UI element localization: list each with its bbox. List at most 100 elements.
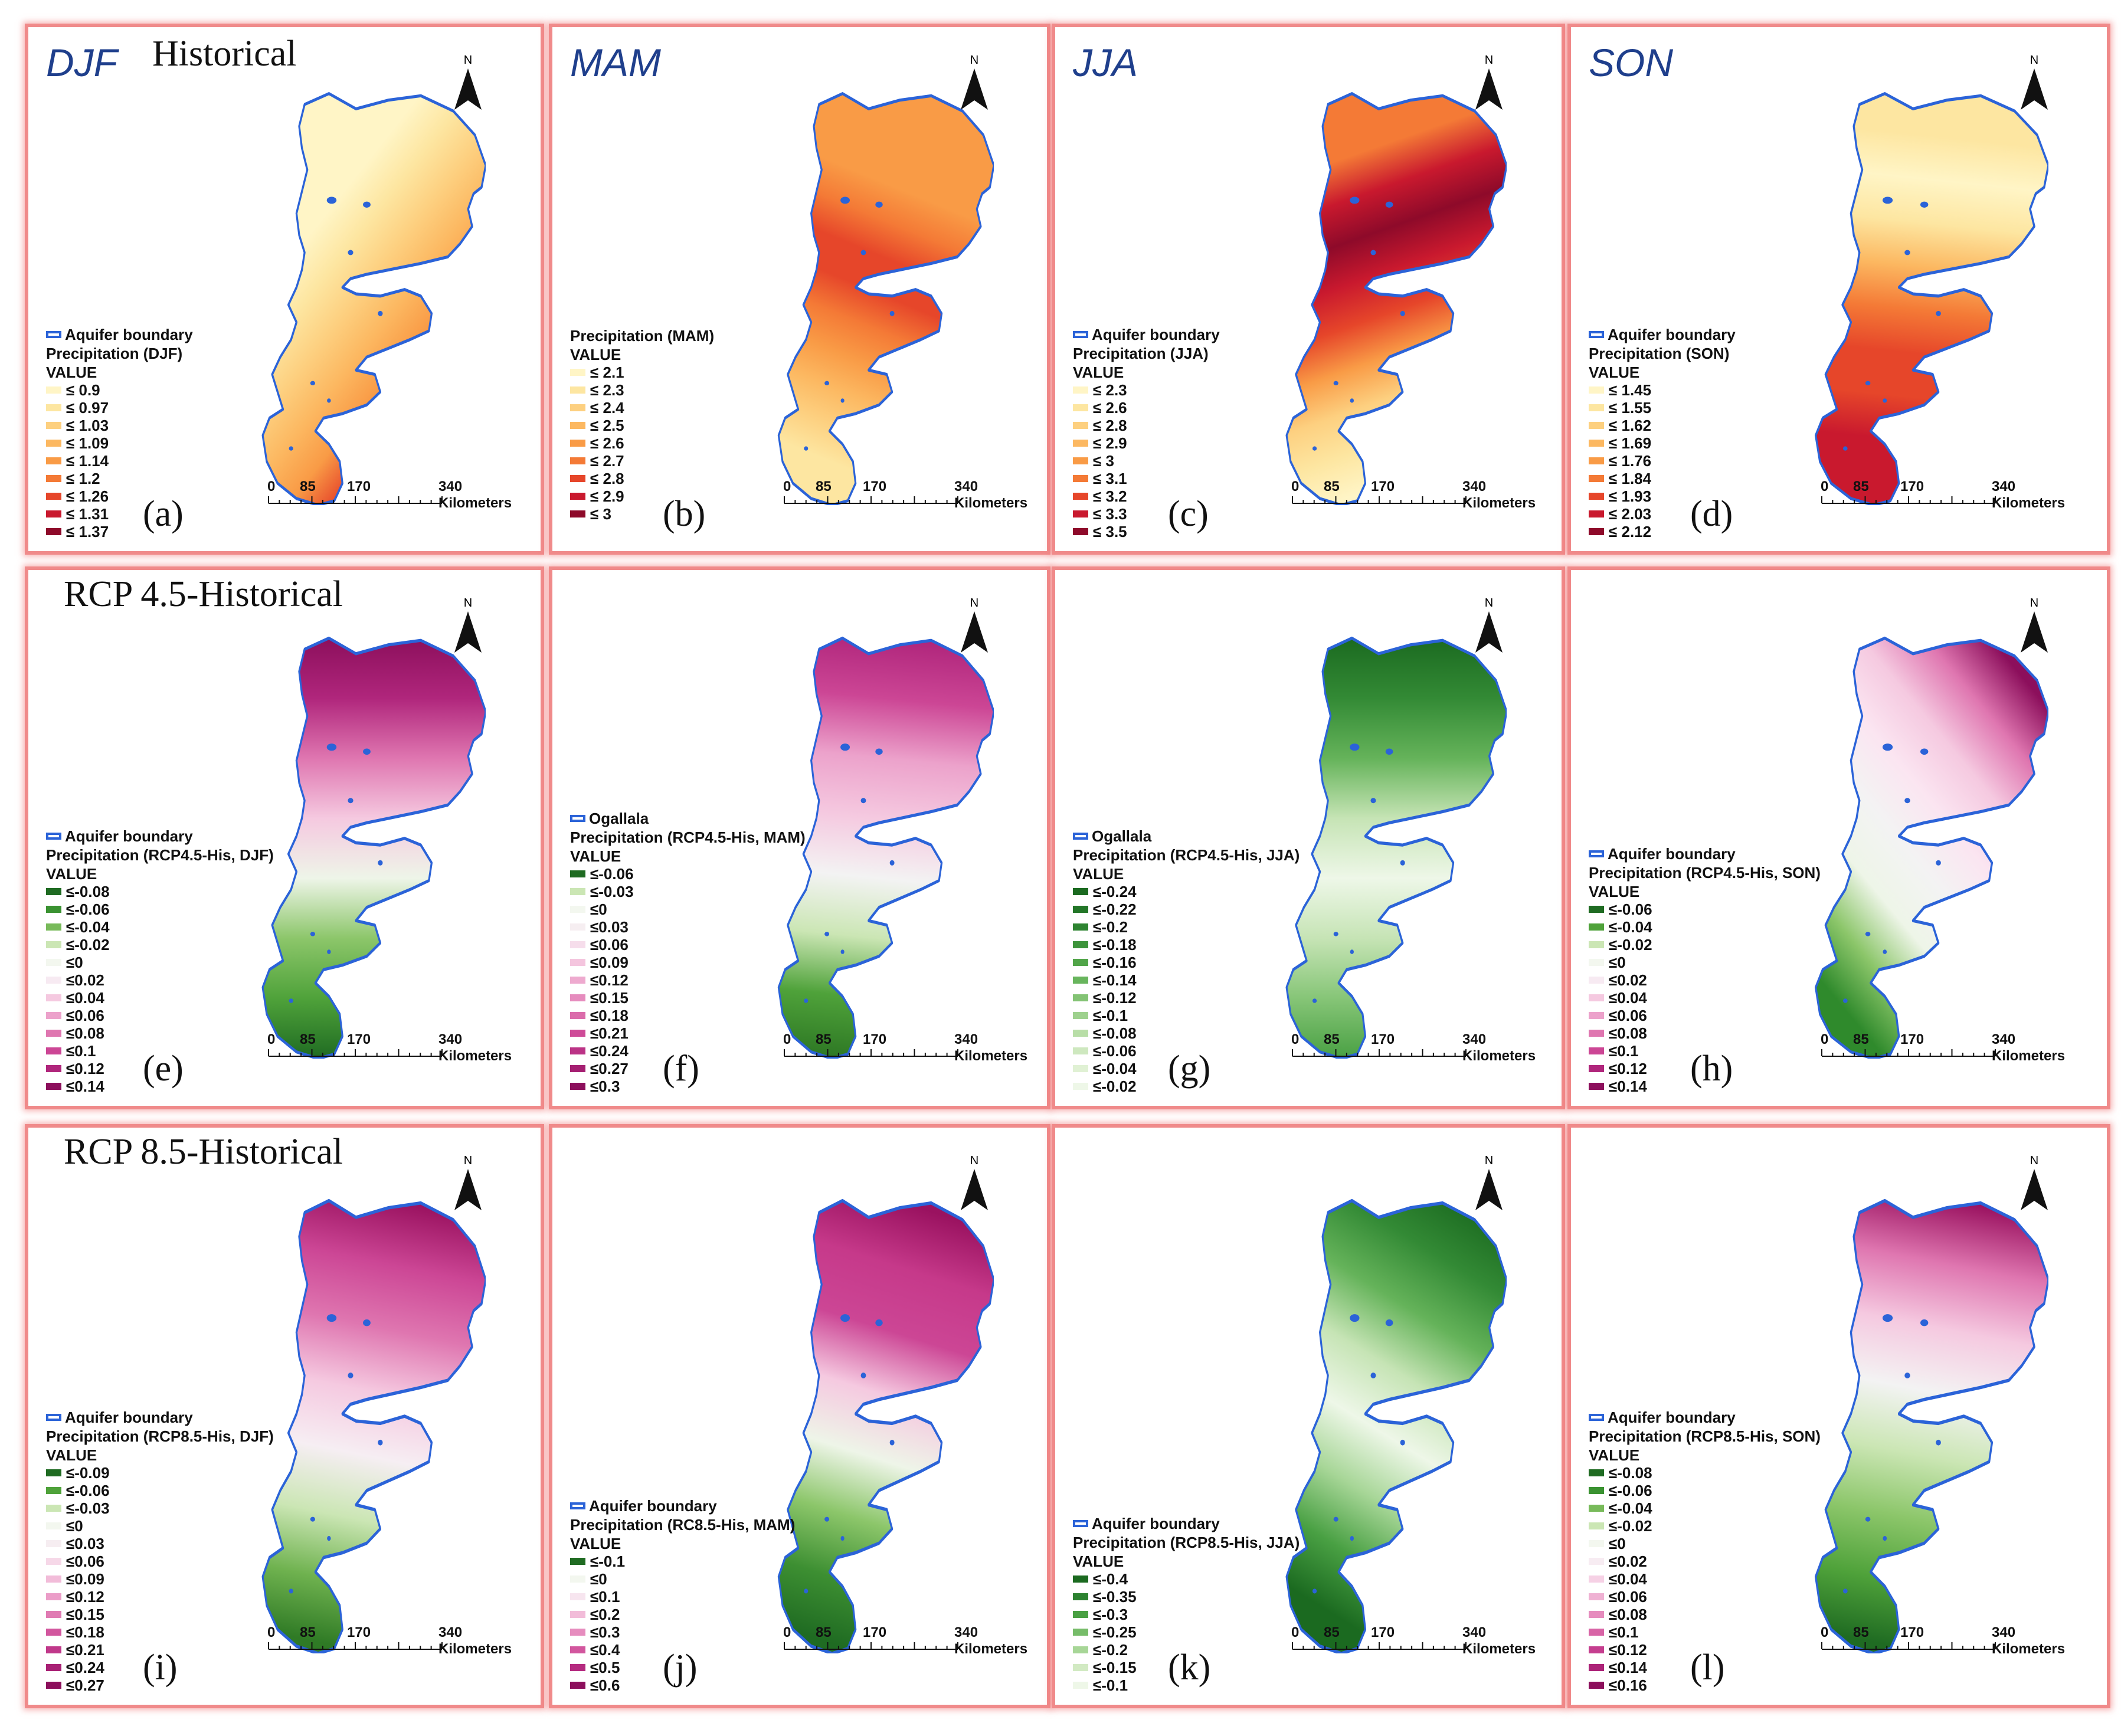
legend-swatch	[1589, 404, 1604, 411]
legend-class: ≤-0.08	[46, 883, 274, 900]
scale-bar: 0 85 170 340 Kilometers	[267, 1624, 512, 1657]
panel-label: (f)	[663, 1049, 699, 1089]
north-label: N	[970, 1154, 978, 1167]
panel-label: (h)	[1690, 1049, 1733, 1089]
scale-bar: 0 85 170 340 Kilometers	[267, 1031, 512, 1064]
legend-class-label: ≤ 2.4	[590, 399, 624, 417]
legend-class: ≤ 1.93	[1589, 487, 1736, 505]
panel-d: SON N Aquifer boundary Precipitation (SON) V…	[1567, 24, 2110, 555]
legend-class-label: ≤-0.4	[1093, 1570, 1128, 1588]
scale-label: 170	[347, 479, 371, 494]
aquifer-region	[777, 1198, 994, 1653]
legend-swatch	[570, 1646, 585, 1653]
legend-class: ≤-0.04	[1589, 918, 1821, 936]
legend-class: ≤ 2.03	[1589, 505, 1736, 523]
lake-icon	[1370, 1373, 1376, 1378]
legend-swatch	[570, 1047, 585, 1054]
lake-icon	[804, 1588, 809, 1594]
legend-value-heading: VALUE	[570, 1535, 621, 1552]
legend-class: ≤-0.06	[46, 1482, 274, 1499]
legend-class-label: ≤0.27	[66, 1676, 104, 1694]
legend-class: ≤ 3.5	[1073, 523, 1220, 541]
legend-class-label: ≤-0.06	[1093, 1042, 1137, 1060]
legend-swatch	[46, 1540, 61, 1547]
legend-swatch	[46, 1083, 61, 1090]
scale-label: 0	[267, 1031, 276, 1047]
legend-swatch	[46, 528, 61, 535]
legend-class-label: ≤0.09	[66, 1570, 104, 1588]
scale-bar: 0 85 170 340 Kilometers	[1291, 1031, 1536, 1064]
scale-label: 340 Kilometers	[1992, 1031, 2066, 1064]
legend-boundary-label: Aquifer boundary	[589, 1497, 717, 1515]
legend-class: ≤0.03	[46, 1535, 274, 1552]
legend-class-label: ≤0.04	[1609, 989, 1647, 1007]
legend-swatch	[570, 1030, 585, 1037]
legend-value-heading: VALUE	[1589, 363, 1640, 381]
legend-class-label: ≤0.12	[1609, 1641, 1647, 1659]
legend-class-label: ≤-0.1	[1093, 1676, 1128, 1694]
legend-class-label: ≤-0.02	[1093, 1077, 1137, 1095]
legend-value-heading: VALUE	[570, 847, 621, 865]
north-arrow-icon: N	[1468, 1151, 1510, 1219]
legend-boundary: Ogallala	[570, 810, 806, 827]
boundary-swatch-icon	[1073, 331, 1088, 338]
legend-swatch	[46, 1611, 61, 1618]
lake-icon	[327, 398, 331, 403]
legend-class-label: ≤0	[66, 954, 83, 971]
lake-icon	[824, 1516, 830, 1522]
lake-icon	[1385, 1319, 1393, 1326]
legend-swatch	[46, 1065, 61, 1072]
lake-icon	[1312, 998, 1317, 1003]
legend-swatch	[1589, 440, 1604, 447]
scale-label: 85	[1853, 1624, 1869, 1640]
map-k	[1285, 1198, 1507, 1653]
legend-class-label: ≤0.02	[66, 971, 104, 989]
legend-class: ≤ 3	[1073, 452, 1220, 470]
lake-icon	[363, 1319, 371, 1326]
legend: Aquifer boundary Precipitation (RCP4.5-Hi…	[46, 827, 274, 1095]
scale-label: 85	[816, 479, 832, 494]
legend-swatch	[1073, 906, 1088, 913]
legend-swatch	[1073, 977, 1088, 984]
lake-icon	[840, 1314, 850, 1322]
scale-bar: 0 85 170 340 Kilometers	[1821, 1624, 2065, 1657]
lake-icon	[1350, 949, 1354, 954]
legend-swatch	[46, 888, 61, 895]
legend-class: ≤ 2.8	[570, 470, 714, 487]
legend-class-label: ≤0.14	[1609, 1659, 1647, 1676]
legend-class-label: ≤0.3	[590, 1077, 620, 1095]
legend-swatch	[1589, 528, 1604, 535]
legend-boundary-label: Aquifer boundary	[1608, 1409, 1736, 1426]
legend-class-label: ≤ 1.84	[1609, 470, 1652, 487]
lake-icon	[1370, 798, 1376, 804]
lake-icon	[310, 1516, 316, 1522]
scale-label: 170	[1900, 1031, 1924, 1047]
legend-class: ≤0.04	[1589, 989, 1821, 1007]
north-arrow-icon: N	[954, 594, 995, 661]
scale-label: 85	[1853, 479, 1869, 494]
aquifer-region	[1814, 92, 2048, 505]
aquifer-region	[1285, 92, 1507, 505]
legend-class-label: ≤0.04	[66, 989, 104, 1007]
legend-class-label: ≤0.14	[66, 1077, 104, 1095]
lake-icon	[1400, 310, 1405, 316]
lake-icon	[1333, 932, 1338, 936]
legend-class-label: ≤ 2.3	[590, 381, 624, 399]
legend-class: ≤0.1	[570, 1588, 795, 1606]
boundary-swatch-icon	[46, 833, 61, 840]
season-title: DJF	[46, 41, 117, 84]
lake-icon	[889, 310, 895, 316]
aquifer-region	[1814, 1198, 2048, 1653]
scale-label: 340 Kilometers	[954, 1031, 1028, 1064]
scale-bar: 0 85 170 340 Kilometers	[1291, 1624, 1536, 1657]
legend-title: Precipitation (RCP8.5-His, SON)	[1589, 1427, 1821, 1445]
legend-swatch	[1073, 994, 1088, 1001]
legend-swatch	[46, 994, 61, 1001]
legend-swatch	[570, 1065, 585, 1072]
lake-icon	[1312, 446, 1317, 451]
legend-class-label: ≤ 1.45	[1609, 381, 1652, 399]
legend-class: ≤-0.2	[1073, 918, 1300, 936]
legend-swatch	[46, 1505, 61, 1512]
legend-swatch	[1073, 1575, 1088, 1583]
legend-class: ≤0.12	[46, 1588, 274, 1606]
